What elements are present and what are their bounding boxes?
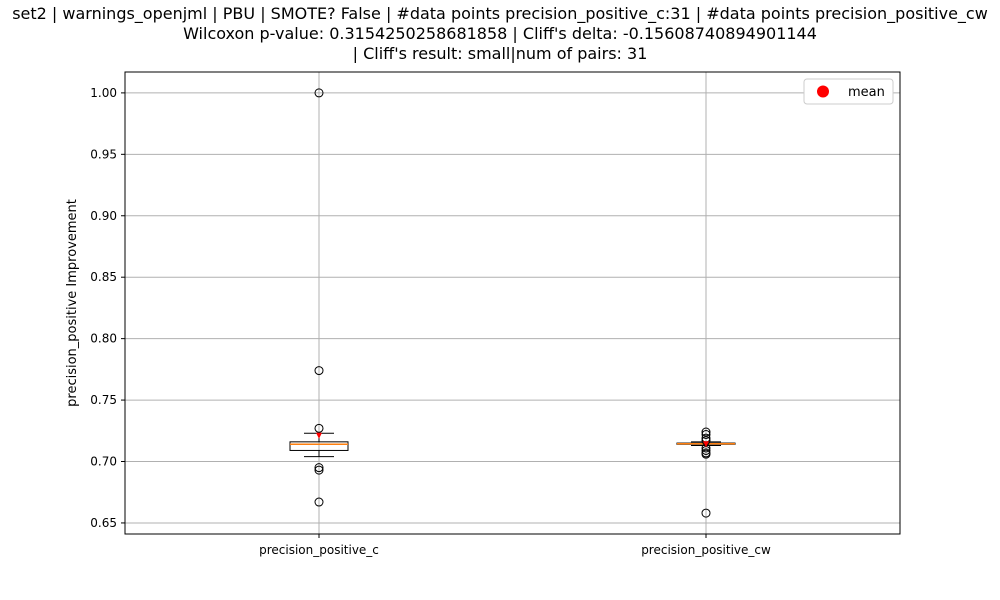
- mean-marker: [316, 432, 322, 439]
- y-tick-label: 0.80: [90, 332, 117, 346]
- y-tick-label: 0.65: [90, 516, 117, 530]
- legend-box: [803, 78, 894, 105]
- box-layer: [289, 88, 736, 518]
- title-line-2: Wilcoxon p-value: 0.3154250258681858 | C…: [183, 24, 817, 43]
- chart-title: set2 | warnings_openjml | PBU | SMOTE? F…: [0, 4, 1000, 64]
- grid-layer: [125, 72, 900, 534]
- outlier-point: [314, 423, 324, 433]
- outlier-point: [314, 463, 324, 473]
- legend-mean-label: mean: [848, 85, 885, 100]
- y-axis-label: precision_positive Improvement: [65, 199, 80, 407]
- x-axis: precision_positive_c precision_positive_c…: [259, 534, 771, 557]
- outlier-point: [314, 366, 324, 376]
- y-tick-label: 0.70: [90, 455, 117, 469]
- mean-marker: [703, 441, 709, 448]
- outlier-point: [314, 497, 324, 507]
- x-tick-label: precision_positive_cw: [641, 543, 771, 557]
- y-tick-label: 1.00: [90, 86, 117, 100]
- y-tick-label: 0.85: [90, 270, 117, 284]
- y-tick-label: 0.95: [90, 147, 117, 161]
- outlier-point: [701, 508, 711, 518]
- y-axis: 0.65 0.70 0.75 0.80 0.85 0.90 0.95 1.00: [90, 86, 125, 530]
- title-line-1: set2 | warnings_openjml | PBU | SMOTE? F…: [12, 4, 988, 23]
- legend: mean: [803, 78, 894, 105]
- legend-mean-marker: [817, 85, 829, 98]
- box-precision_positive_cw: [676, 427, 736, 518]
- plot-frame: [124, 71, 901, 535]
- outlier-point: [701, 449, 711, 459]
- box-precision_positive_c: [289, 88, 349, 507]
- outlier-point: [314, 465, 324, 475]
- y-tick-label: 0.75: [90, 393, 117, 407]
- iqr-box: [289, 441, 349, 451]
- x-tick-label: precision_positive_c: [259, 543, 379, 557]
- outlier-point: [701, 429, 711, 439]
- y-tick-label: 0.90: [90, 209, 117, 223]
- title-line-3: | Cliff's result: small|num of pairs: 31: [352, 44, 648, 63]
- outlier-point: [701, 427, 711, 437]
- outlier-point: [314, 88, 324, 98]
